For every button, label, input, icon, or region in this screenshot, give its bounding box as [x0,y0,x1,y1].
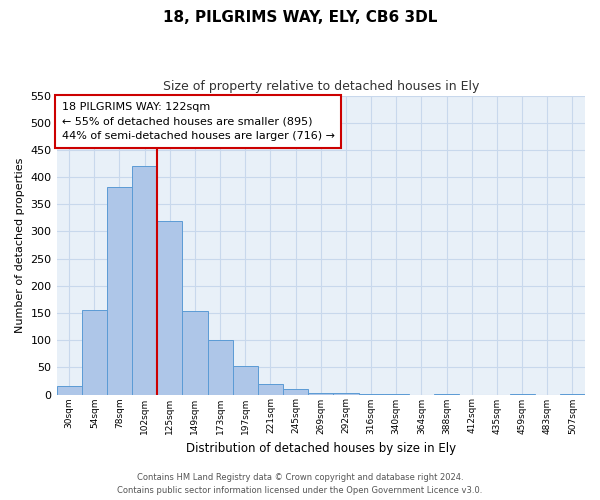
Bar [107,187,132,394]
Bar [56,386,82,394]
Bar [82,310,107,394]
Bar [283,389,308,394]
Text: Contains HM Land Registry data © Crown copyright and database right 2024.
Contai: Contains HM Land Registry data © Crown c… [118,474,482,495]
Bar [157,220,182,394]
Title: Size of property relative to detached houses in Ely: Size of property relative to detached ho… [163,80,479,93]
X-axis label: Distribution of detached houses by size in Ely: Distribution of detached houses by size … [186,442,456,455]
Bar [258,384,283,394]
Bar [182,312,208,394]
Text: 18 PILGRIMS WAY: 122sqm
← 55% of detached houses are smaller (895)
44% of semi-d: 18 PILGRIMS WAY: 122sqm ← 55% of detache… [62,102,335,141]
Bar [233,366,258,394]
Text: 18, PILGRIMS WAY, ELY, CB6 3DL: 18, PILGRIMS WAY, ELY, CB6 3DL [163,10,437,25]
Y-axis label: Number of detached properties: Number of detached properties [15,158,25,332]
Bar [308,393,334,394]
Bar [132,166,157,394]
Bar [208,340,233,394]
